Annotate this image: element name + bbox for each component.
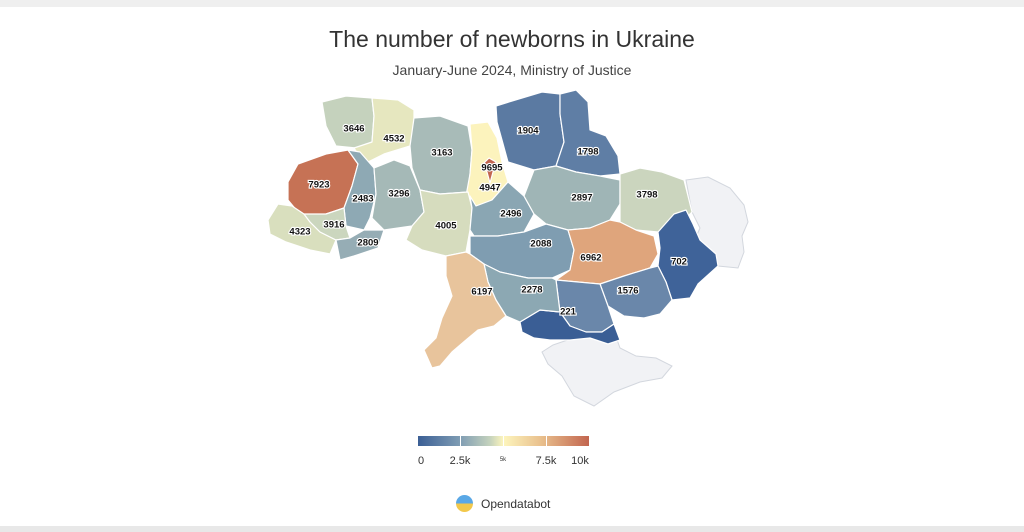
region-kyiv-city (482, 157, 497, 184)
label-kirovohrad: 2088 (530, 239, 551, 250)
label-khmelnytskyi: 3296 (388, 189, 409, 200)
label-ivano-frankivsk: 3916 (323, 220, 344, 231)
label-donetsk: 1576 (617, 286, 638, 297)
label-zakarpattia: 4323 (289, 227, 310, 238)
region-kherson (519, 309, 621, 345)
label-mykolaiv: 2278 (521, 285, 542, 296)
label-luhansk: 702 (671, 257, 687, 268)
label-chernihiv: 1904 (517, 126, 539, 137)
legend-tick-mark (546, 436, 547, 446)
label-vinnytsia: 4005 (435, 221, 457, 232)
label-odesa: 6197 (471, 287, 492, 298)
legend-tick-mark (460, 436, 461, 446)
region-volyn (321, 95, 375, 149)
label-kharkiv: 3798 (636, 190, 657, 201)
label-ternopil: 2483 (352, 194, 373, 205)
label-kyiv-city: 9695 (481, 163, 503, 174)
region-odesa (423, 251, 507, 369)
label-volyn: 3646 (343, 124, 364, 135)
region-donetsk (599, 265, 673, 319)
legend-label-max: 10k (571, 455, 589, 467)
region-rivne (353, 97, 415, 165)
label-kherson: 221 (560, 307, 577, 318)
map-title: The number of newborns in Ukraine (329, 26, 695, 52)
label-poltava: 2897 (571, 193, 592, 204)
legend-label-min: 0 (417, 455, 425, 467)
region-sumy (555, 89, 621, 177)
top-bar (0, 0, 1024, 7)
label-rivne: 4532 (383, 134, 404, 145)
label-lviv: 7923 (308, 180, 329, 191)
opendatabot-logo-icon (456, 495, 473, 512)
bottom-bar (0, 526, 1024, 532)
legend-label-7-5k: 7.5k (535, 455, 557, 467)
map-subtitle: January-June 2024, Ministry of Justice (392, 62, 632, 78)
brand-name: Opendatabot (481, 497, 551, 511)
label-kyiv-oblast: 4947 (479, 183, 500, 194)
legend-label-2-5k: 2.5k (449, 455, 471, 467)
label-chernivtsi: 2809 (357, 238, 378, 249)
label-dnipropetrovsk: 6962 (580, 253, 601, 264)
legend-tick-mark (503, 436, 504, 446)
label-sumy: 1798 (577, 147, 598, 158)
label-cherkasy: 2496 (500, 209, 521, 220)
region-cherkasy (469, 181, 535, 237)
legend-label-5k: 5k (499, 457, 507, 463)
label-zhytomyr: 3163 (431, 148, 452, 159)
region-chernivtsi (335, 229, 385, 261)
